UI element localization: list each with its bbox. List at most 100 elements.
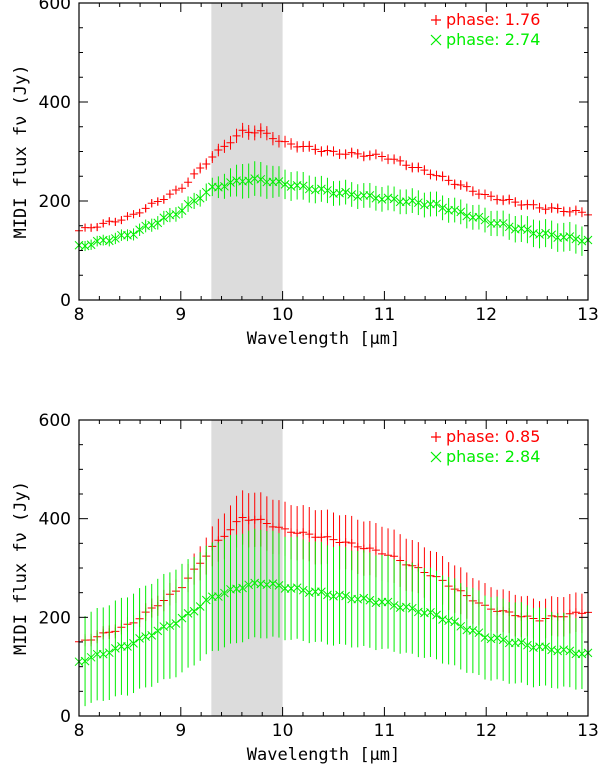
- data-point: [493, 195, 502, 204]
- data-point: [341, 187, 350, 197]
- data-point: [359, 152, 368, 161]
- data-point: [256, 515, 265, 524]
- data-point: [414, 163, 423, 172]
- data-point: [220, 181, 229, 191]
- data-point: [159, 195, 168, 204]
- series-0: [75, 122, 592, 235]
- data-point: [220, 588, 229, 598]
- y-tick-label: 400: [39, 510, 71, 530]
- data-point: [329, 535, 338, 544]
- data-point: [323, 186, 332, 195]
- data-point: [541, 205, 550, 214]
- data-point: [104, 236, 114, 246]
- data-point: [129, 230, 138, 239]
- data-point: [438, 172, 447, 181]
- data-point: [371, 546, 380, 555]
- data-point: [389, 601, 399, 610]
- data-point: [317, 184, 326, 194]
- data-point: [298, 181, 308, 191]
- data-point: [365, 190, 375, 200]
- data-point: [468, 626, 478, 635]
- data-point: [450, 180, 459, 189]
- data-point: [177, 613, 187, 623]
- data-point: [105, 217, 114, 226]
- data-point: [141, 204, 150, 213]
- data-point: [396, 156, 405, 165]
- data-point: [183, 199, 193, 209]
- data-point: [238, 513, 247, 522]
- data-point: [153, 626, 163, 636]
- y-ticks: [79, 419, 588, 717]
- y-axis-label: MIDI flux fν (Jy): [11, 65, 31, 239]
- data-point: [499, 196, 508, 205]
- data-point: [426, 607, 435, 617]
- data-point: [262, 519, 271, 528]
- data-point: [492, 633, 502, 643]
- data-point: [287, 139, 296, 148]
- data-point: [365, 544, 374, 553]
- data-point: [432, 171, 441, 180]
- data-point: [299, 528, 308, 537]
- data-point: [377, 194, 387, 204]
- data-point: [147, 631, 157, 640]
- data-point: [153, 197, 162, 206]
- data-point: [456, 180, 465, 189]
- y-tick-label: 0: [60, 291, 71, 311]
- data-point: [450, 617, 460, 627]
- data-point: [353, 149, 362, 158]
- data-point: [165, 190, 174, 199]
- data-point: [226, 138, 235, 147]
- data-point: [117, 216, 126, 225]
- data-point: [329, 147, 338, 156]
- data-point: [487, 192, 496, 201]
- data-point: [87, 223, 96, 232]
- data-point: [244, 580, 254, 590]
- data-point: [250, 128, 259, 137]
- data-point: [311, 145, 320, 154]
- x-tick-label: 9: [175, 721, 186, 741]
- data-point: [317, 147, 326, 156]
- shaded-band: [211, 420, 283, 716]
- plot-area: [74, 490, 593, 707]
- data-point: [377, 597, 387, 607]
- data-point: [159, 213, 169, 223]
- data-point: [420, 166, 429, 175]
- legend-label: phase: 2.84: [446, 447, 540, 466]
- legend-marker: [430, 34, 442, 46]
- data-point: [529, 200, 538, 209]
- legend-label: phase: 1.76: [446, 10, 540, 29]
- data-point: [359, 593, 369, 603]
- y-ticks: [79, 2, 588, 301]
- data-point: [504, 222, 514, 232]
- data-point: [123, 642, 132, 651]
- data-point: [86, 240, 96, 250]
- data-point: [541, 642, 550, 652]
- data-point: [377, 152, 386, 161]
- data-point: [565, 207, 574, 216]
- data-point: [323, 532, 332, 541]
- data-point: [190, 169, 199, 178]
- data-point: [571, 608, 580, 617]
- data-point: [498, 635, 508, 645]
- data-point: [256, 174, 266, 184]
- data-point: [504, 638, 514, 648]
- data-point: [577, 609, 586, 618]
- data-point: [571, 234, 581, 244]
- data-point: [184, 178, 193, 187]
- data-point: [274, 177, 284, 186]
- y-tick-label: 600: [39, 0, 71, 14]
- data-point: [432, 199, 441, 209]
- data-point: [280, 180, 290, 189]
- legend-marker: [430, 451, 442, 463]
- data-point: [171, 186, 180, 195]
- data-point: [189, 196, 199, 206]
- data-point: [474, 212, 484, 222]
- data-point: [523, 225, 532, 235]
- data-point: [274, 523, 283, 532]
- data-point: [365, 595, 375, 605]
- x-tick-label: 9: [175, 305, 186, 325]
- data-point: [202, 159, 211, 168]
- data-point: [511, 198, 520, 207]
- data-point: [287, 528, 296, 537]
